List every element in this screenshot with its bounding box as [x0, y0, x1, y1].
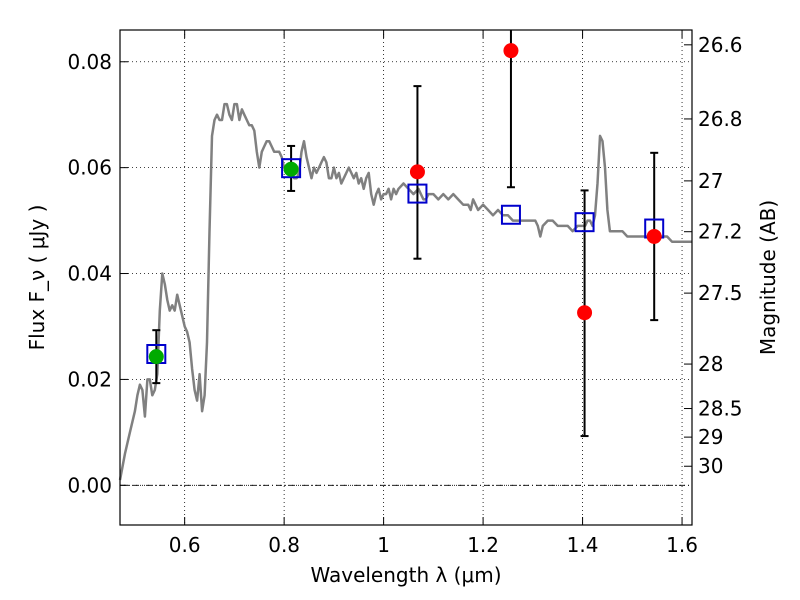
y-axis-label: Flux F_ν ( μJy ) [25, 205, 49, 351]
model-photometry-squares [146, 158, 665, 364]
right-tick-label: 26.6 [698, 33, 743, 57]
x-tick-label: 0.8 [268, 533, 300, 557]
right-axis-ticks: 26.6 26.8 27 27.2 27.5 28 28.5 29 30 [684, 33, 743, 478]
y-tick-label: 0.00 [67, 473, 112, 497]
observed-point [646, 228, 662, 244]
grid-lines [120, 30, 692, 525]
y-axis-ticks: 0.00 0.02 0.04 0.06 0.08 [67, 50, 128, 497]
right-tick-label: 26.8 [698, 107, 743, 131]
x-axis-label: Wavelength λ (μm) [310, 563, 501, 587]
observed-point [503, 43, 519, 59]
observed-point [148, 349, 164, 365]
x-axis-ticks: 0.6 0.8 1 1.2 1.4 1.6 [169, 30, 698, 557]
right-tick-label: 28.5 [698, 397, 743, 421]
model-square [407, 183, 428, 204]
x-tick-label: 1.6 [666, 533, 698, 557]
right-axis-label: Magnitude (AB) [756, 200, 780, 355]
right-tick-label: 27.5 [698, 281, 743, 305]
x-tick-label: 1.4 [567, 533, 599, 557]
model-square [500, 204, 521, 225]
observed-point [283, 161, 299, 177]
y-tick-label: 0.06 [67, 156, 112, 180]
right-tick-label: 27 [698, 169, 723, 193]
right-tick-label: 27.2 [698, 220, 743, 244]
sed-template-line [118, 102, 692, 481]
model-square [281, 158, 302, 179]
plot-frame [119, 29, 693, 526]
right-tick-label: 30 [698, 454, 723, 478]
x-tick-label: 0.6 [169, 533, 201, 557]
y-tick-label: 0.08 [67, 50, 112, 74]
right-tick-label: 28 [698, 352, 723, 376]
observed-flux-points [148, 43, 662, 365]
x-tick-label: 1 [377, 533, 390, 557]
y-tick-label: 0.02 [67, 367, 112, 391]
observed-point [577, 305, 593, 321]
model-square [574, 212, 595, 233]
right-tick-label: 29 [698, 425, 723, 449]
y-tick-label: 0.04 [67, 262, 112, 286]
x-tick-label: 1.2 [467, 533, 499, 557]
observed-point [409, 164, 425, 180]
